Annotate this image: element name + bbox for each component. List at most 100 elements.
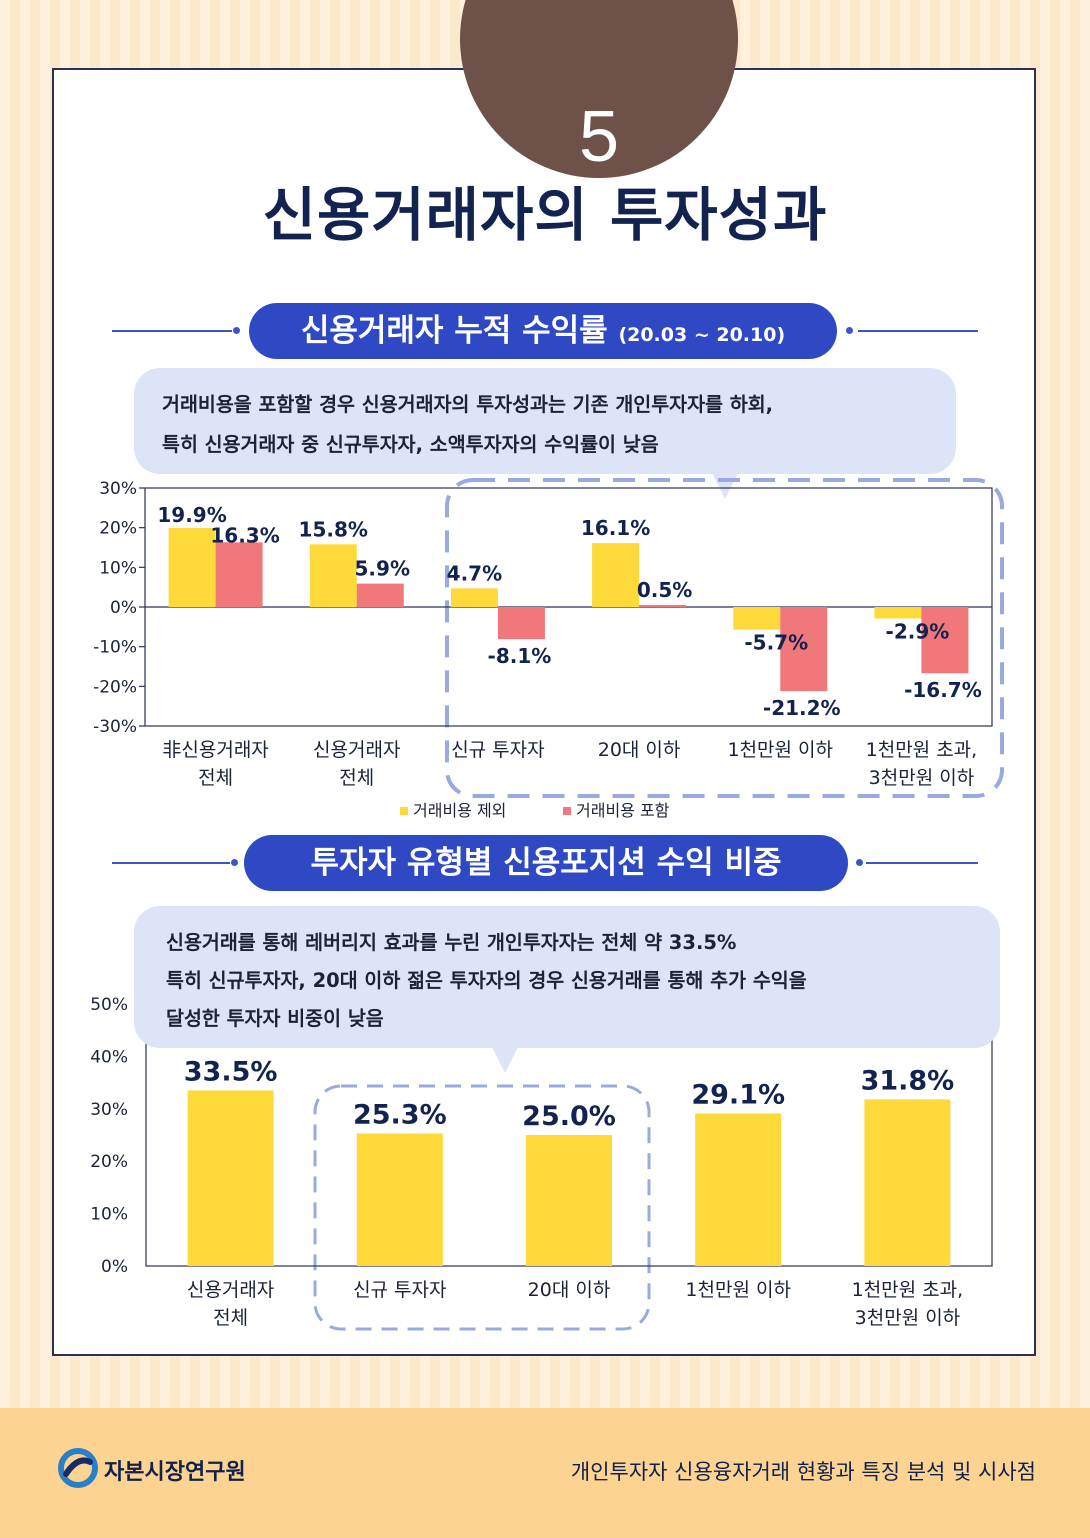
divider-dot [856, 859, 863, 866]
section-divider-right [858, 330, 978, 332]
legend-swatch-excluding [400, 807, 408, 815]
footer [0, 1408, 1090, 1538]
y-tick-label: 0% [110, 598, 137, 618]
divider-dot [233, 327, 240, 334]
section-divider-left [112, 862, 230, 864]
category-label: 20대 이하 [528, 1279, 611, 1301]
profit-share-chart: 33.5% 25.3% 25.0% 29.1% 31.8% 50% 40% 30% 20% 10… [90, 995, 993, 1331]
category-label: 신용거래자 [187, 1279, 274, 1301]
y-tick-label: 20% [99, 519, 137, 539]
page-number: 5 [578, 97, 620, 177]
data-label: -5.7% [744, 631, 808, 655]
bar-excluding-cost [450, 588, 498, 607]
bar-profit-share [356, 1133, 443, 1266]
bar-excluding-cost [874, 607, 922, 619]
y-tick-label: -10% [93, 638, 137, 658]
section1-period: (20.03 ~ 20.10) [618, 324, 786, 346]
bar-including-cost [215, 542, 263, 607]
data-label: -21.2% [763, 696, 841, 720]
y-tick-label: -30% [93, 717, 137, 737]
data-label: -2.9% [886, 620, 950, 644]
organization-name: 자본시장연구원 [104, 1460, 246, 1485]
category-label: 3천만원 이하 [869, 767, 975, 789]
bar-profit-share [526, 1135, 612, 1266]
note-line: 특히 신용거래자 중 신규투자자, 소액투자자의 수익률이 낮음 [162, 433, 659, 456]
y-tick-label: 10% [90, 1205, 128, 1225]
data-label: 5.9% [355, 557, 410, 581]
category-label: 신용거래자 [313, 739, 400, 761]
section-divider-left [112, 330, 232, 332]
bar-excluding-cost [592, 543, 640, 607]
data-label: 31.8% [861, 1065, 955, 1096]
y-tick-label: 30% [90, 1100, 128, 1120]
bar-including-cost [921, 607, 969, 674]
category-label: 신규 투자자 [353, 1279, 446, 1301]
data-label: 25.0% [522, 1101, 616, 1132]
y-tick-label: 50% [90, 995, 128, 1015]
bar-including-cost [356, 583, 404, 607]
y-tick-label: -20% [93, 677, 137, 697]
section1-note: 거래비용을 포함할 경우 신용거래자의 투자성과는 기존 개인투자자를 하회, … [134, 368, 956, 474]
bar-including-cost [497, 607, 545, 640]
note-line: 거래비용을 포함할 경우 신용거래자의 투자성과는 기존 개인투자자를 하회, [162, 393, 774, 416]
y-tick-label: 0% [101, 1257, 128, 1277]
bar-profit-share [864, 1099, 951, 1266]
highlight-box [313, 1084, 651, 1331]
section-divider-right [866, 862, 978, 864]
legend-swatch-including [563, 807, 571, 815]
data-label: -16.7% [904, 678, 982, 702]
bar-excluding-cost [733, 607, 781, 630]
category-label: 20대 이하 [598, 739, 681, 761]
data-label: -8.1% [488, 644, 552, 668]
section2-note: 신용거래를 통해 레버리지 효과를 누린 개인투자자는 전체 약 33.5% 특… [134, 906, 1000, 1048]
category-label: 1천만원 이하 [685, 1279, 791, 1301]
category-label: 非신용거래자 [162, 739, 268, 761]
category-label: 전체 [213, 1307, 248, 1329]
category-label: 1천만원 이하 [727, 739, 833, 761]
report-title: 개인투자자 신용융자거래 현황과 특징 분석 및 시사점 [570, 1460, 1036, 1484]
category-label: 1천만원 초과, [852, 1279, 964, 1301]
bar-profit-share [695, 1113, 782, 1266]
logo-icon [58, 1448, 98, 1488]
section2-heading: 투자자 유형별 신용포지션 수익 비중 [244, 835, 848, 891]
note-line: 특히 신규투자자, 20대 이하 젊은 투자자의 경우 신용거래를 통해 추가 … [166, 969, 807, 992]
data-label: 16.1% [581, 516, 650, 540]
y-tick-label: 40% [90, 1047, 128, 1067]
data-label: 15.8% [299, 517, 368, 541]
category-label: 1천만원 초과, [866, 739, 978, 761]
note-line: 달성한 투자자 비중이 낮음 [166, 1007, 384, 1030]
y-tick-label: 10% [99, 558, 137, 578]
y-tick-label: 30% [99, 479, 137, 499]
category-label: 3천만원 이하 [855, 1307, 961, 1329]
section1-heading: 신용거래자 누적 수익률 (20.03 ~ 20.10) [249, 303, 837, 359]
cumulative-return-chart: 19.9%16.3% 15.8% 5.9% 4.7% -8.1% 16.1% 0.5% -5.… [93, 478, 1004, 820]
category-label: 신규 투자자 [451, 739, 544, 761]
data-label: 33.5% [184, 1056, 278, 1087]
divider-dot [846, 327, 853, 334]
data-label: 19.9% [157, 503, 226, 527]
page-number-badge: 5 [460, 0, 738, 178]
bar-profit-share [187, 1090, 274, 1266]
data-label: 29.1% [691, 1080, 785, 1111]
category-label: 전체 [198, 767, 233, 789]
bar-excluding-cost [309, 544, 357, 607]
note-line: 신용거래를 통해 레버리지 효과를 누린 개인투자자는 전체 약 33.5% [166, 931, 737, 954]
bubble-tail [492, 1047, 518, 1073]
page-title: 신용거래자의 투자성과 [262, 181, 828, 249]
section2-heading-text: 투자자 유형별 신용포지션 수익 비중 [310, 845, 782, 881]
legend-label: 거래비용 제외 [413, 801, 506, 820]
data-label: 16.3% [210, 523, 279, 547]
data-label: 4.7% [447, 561, 502, 585]
section1-heading-text: 신용거래자 누적 수익률 [300, 313, 608, 349]
bubble-tail [712, 473, 738, 499]
bar-including-cost [780, 607, 828, 692]
highlight-box [445, 478, 1004, 798]
bar-excluding-cost [168, 528, 216, 607]
divider-dot [231, 859, 238, 866]
data-label: 25.3% [353, 1099, 447, 1130]
bar-including-cost [639, 605, 687, 607]
category-label: 전체 [339, 767, 374, 789]
legend-label: 거래비용 포함 [576, 801, 670, 820]
data-label: 0.5% [637, 578, 692, 602]
y-tick-label: 20% [90, 1152, 128, 1172]
